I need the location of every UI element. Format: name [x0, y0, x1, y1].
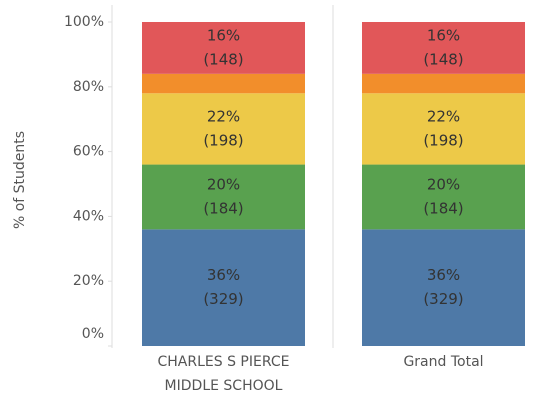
x-tick-label: CHARLES S PIERCE: [158, 354, 290, 370]
data-label: 36%: [207, 266, 240, 284]
y-tick-label: 0%: [82, 326, 104, 342]
count-label: (148): [423, 50, 463, 68]
data-label: 36%: [427, 266, 460, 284]
x-tick-label: Grand Total: [403, 354, 483, 370]
bar-segment: [142, 73, 305, 94]
y-tick-label: 80%: [73, 79, 104, 95]
count-label: (198): [203, 131, 243, 149]
bar-segment: [362, 229, 525, 346]
count-label: (148): [203, 50, 243, 68]
count-label: (184): [423, 199, 463, 217]
y-axis-label: % of Students: [12, 131, 28, 229]
count-label: (198): [423, 131, 463, 149]
bar-segment: [362, 73, 525, 94]
count-label: (184): [203, 199, 243, 217]
data-label: 22%: [207, 107, 240, 125]
bar-segment: [362, 93, 525, 165]
y-tick-label: 20%: [73, 273, 104, 289]
y-tick-label: 60%: [73, 144, 104, 160]
y-tick-label: 40%: [73, 208, 104, 224]
count-label: (329): [203, 290, 243, 308]
bar-segment: [362, 164, 525, 230]
bar-segment: [142, 22, 305, 74]
data-label: 22%: [427, 107, 460, 125]
data-label: 16%: [207, 26, 240, 44]
count-label: (329): [423, 290, 463, 308]
x-tick-label: MIDDLE SCHOOL: [165, 378, 283, 394]
y-tick-label: 100%: [64, 14, 104, 30]
data-label: 16%: [427, 26, 460, 44]
bar-segment: [362, 22, 525, 74]
bar-segment: [142, 93, 305, 165]
bar-segment: [142, 164, 305, 230]
data-label: 20%: [207, 175, 240, 193]
bar-segment: [142, 229, 305, 346]
data-label: 20%: [427, 175, 460, 193]
